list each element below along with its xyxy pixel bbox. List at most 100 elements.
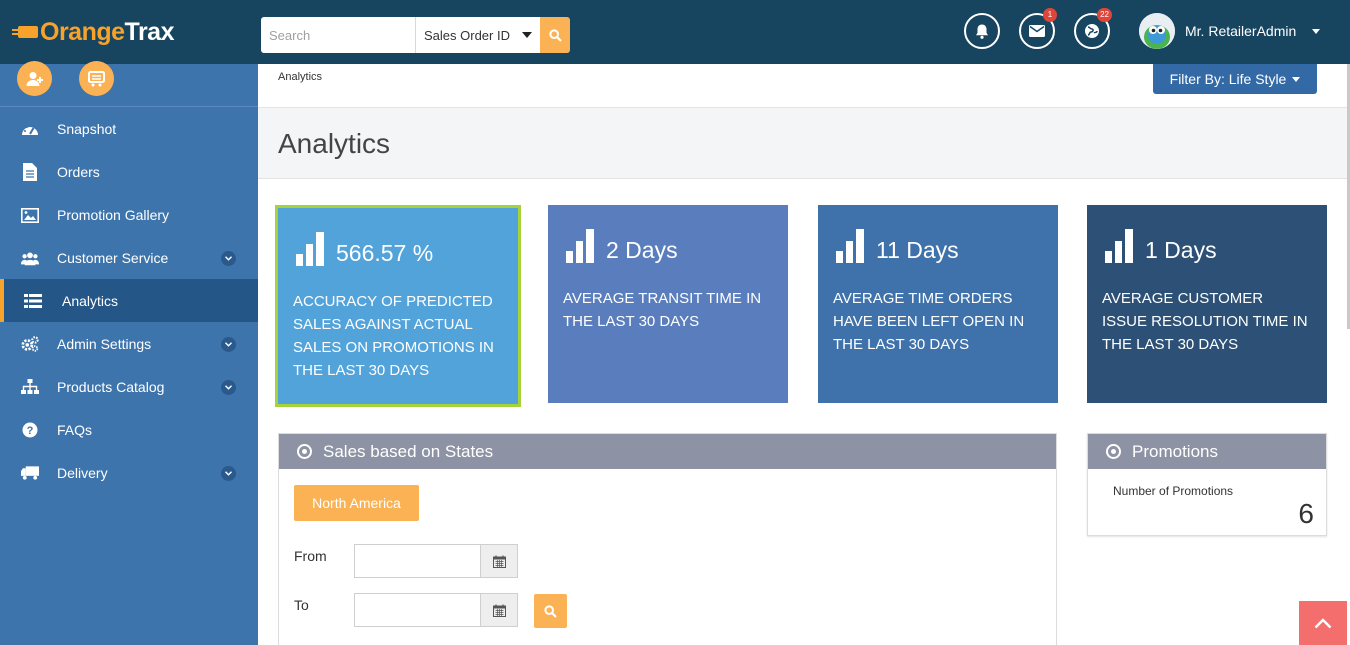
sidebar-item-analytics[interactable]: Analytics [0,279,258,322]
sidebar-item-promotion-gallery[interactable]: Promotion Gallery [0,193,258,236]
list-icon [24,292,42,310]
svg-text:?: ? [27,425,34,437]
chevron-down-icon[interactable] [221,337,236,352]
sidebar: Snapshot Orders Promotion Gallery Custom… [0,61,258,645]
sidebar-item-label: Snapshot [57,121,117,137]
sidebar-item-label: Products Catalog [57,379,165,395]
breadcrumb-bar: Analytics Filter By: Life Style [258,64,1350,108]
envelope-icon [1029,25,1045,37]
chevron-down-icon[interactable] [221,251,236,266]
truck-logo-icon [12,26,38,38]
sidebar-quick-actions [0,61,258,107]
logo-o: O [40,17,59,46]
user-name[interactable]: Mr. RetailerAdmin [1185,23,1297,39]
bar-chart-icon [296,232,324,266]
truck-icon [21,464,39,482]
calendar-button[interactable] [480,544,518,578]
from-date-input[interactable] [354,544,480,578]
panel-title: Sales based on States [323,441,494,461]
calendar-icon [492,604,506,617]
stat-description: Average time orders have been left open … [833,290,1025,353]
sidebar-item-label: Analytics [62,293,119,309]
stat-tile-open-orders-time[interactable]: 11 Days Average time orders have been le… [818,205,1058,403]
page-header: Analytics [258,108,1350,179]
target-icon [1106,444,1121,459]
search-button[interactable] [540,17,570,53]
dashboard-icon [21,120,39,138]
breadcrumb[interactable]: Analytics [278,71,323,83]
to-label: To [294,597,309,613]
globe-badge: 22 [1097,8,1112,22]
stat-tile-issue-resolution-time[interactable]: 1 Days Average customer issue resolution… [1087,205,1327,403]
search-input[interactable] [261,17,415,53]
sales-by-states-panel: Sales based on States North America From… [278,433,1057,645]
sidebar-item-customer-service[interactable]: Customer Service [0,236,258,279]
sidebar-item-admin-settings[interactable]: Admin Settings [0,322,258,365]
bar-chart-icon [1105,229,1133,263]
search-field-value: Sales Order ID [424,27,510,43]
promotions-count-label: Number of Promotions [1113,484,1234,498]
top-bar: O range Trax Sales Order ID 1 22 Mr. Ret… [0,0,1350,64]
bar-chart-icon [836,229,864,263]
stat-tile-prediction-accuracy[interactable]: 566.57 % Accuracy of predicted sales aga… [275,205,521,407]
sidebar-item-orders[interactable]: Orders [0,150,258,193]
region-button[interactable]: North America [294,485,419,521]
promotions-panel: Promotions Number of Promotions 6 [1087,433,1327,536]
sidebar-item-snapshot[interactable]: Snapshot [0,107,258,150]
chevron-down-icon[interactable] [221,466,236,481]
panel-header: Sales based on States [279,434,1056,469]
sidebar-item-faqs[interactable]: ? FAQs [0,408,258,451]
chevron-down-icon[interactable] [221,380,236,395]
messages-button[interactable]: 1 [1019,8,1057,49]
caret-down-icon [522,32,532,38]
avatar[interactable] [1139,13,1175,49]
notifications-button[interactable] [964,13,1000,49]
users-icon [21,249,39,267]
vertical-scrollbar[interactable] [1347,64,1350,329]
promotions-count: 6 [1298,498,1314,529]
add-user-button[interactable] [17,61,52,96]
gears-icon [21,335,39,353]
globe-icon [1085,24,1099,38]
document-icon [21,163,39,181]
calendar-button[interactable] [480,593,518,627]
delivery-quick-button[interactable] [79,61,114,96]
logo[interactable]: O range Trax [12,16,175,48]
search-icon [548,28,562,42]
stat-description: Average transit time in the last 30 days [563,290,762,330]
sidebar-item-products-catalog[interactable]: Products Catalog [0,365,258,408]
date-search-button[interactable] [534,594,567,628]
sidebar-item-delivery[interactable]: Delivery [0,451,258,494]
sidebar-item-label: Admin Settings [57,336,152,352]
scroll-to-top-button[interactable] [1299,601,1347,645]
cart-icon [88,70,105,86]
sidebar-item-label: Orders [57,164,100,180]
stat-description: Accuracy of predicted sales against actu… [293,293,494,379]
filter-button-label: Filter By: Life Style [1169,71,1287,87]
calendar-icon [492,555,506,568]
to-date-input[interactable] [354,593,480,627]
panel-title: Promotions [1132,441,1218,461]
stat-value: 2 Days [606,237,678,263]
sitemap-icon [21,378,39,396]
stat-value: 566.57 % [336,240,434,266]
search-field-select[interactable]: Sales Order ID [415,17,540,53]
bell-icon [976,24,988,39]
stat-value: 11 Days [876,237,959,263]
add-user-icon [26,71,43,86]
bar-chart-icon [566,229,594,263]
logo-text-part2: Trax [124,17,175,46]
question-icon: ? [21,421,39,439]
stat-tile-transit-time[interactable]: 2 Days Average transit time in the last … [548,205,788,403]
sidebar-item-label: Promotion Gallery [57,207,170,223]
globe-button[interactable]: 22 [1074,8,1112,49]
search-icon [544,604,557,618]
user-menu-caret-icon[interactable] [1312,29,1320,34]
from-date-group [354,544,518,578]
filter-button[interactable]: Filter By: Life Style [1153,64,1317,94]
caret-down-icon [1292,76,1301,82]
from-label: From [294,548,327,564]
sidebar-item-label: Delivery [57,465,108,481]
image-icon [21,206,39,224]
target-icon [297,444,312,459]
